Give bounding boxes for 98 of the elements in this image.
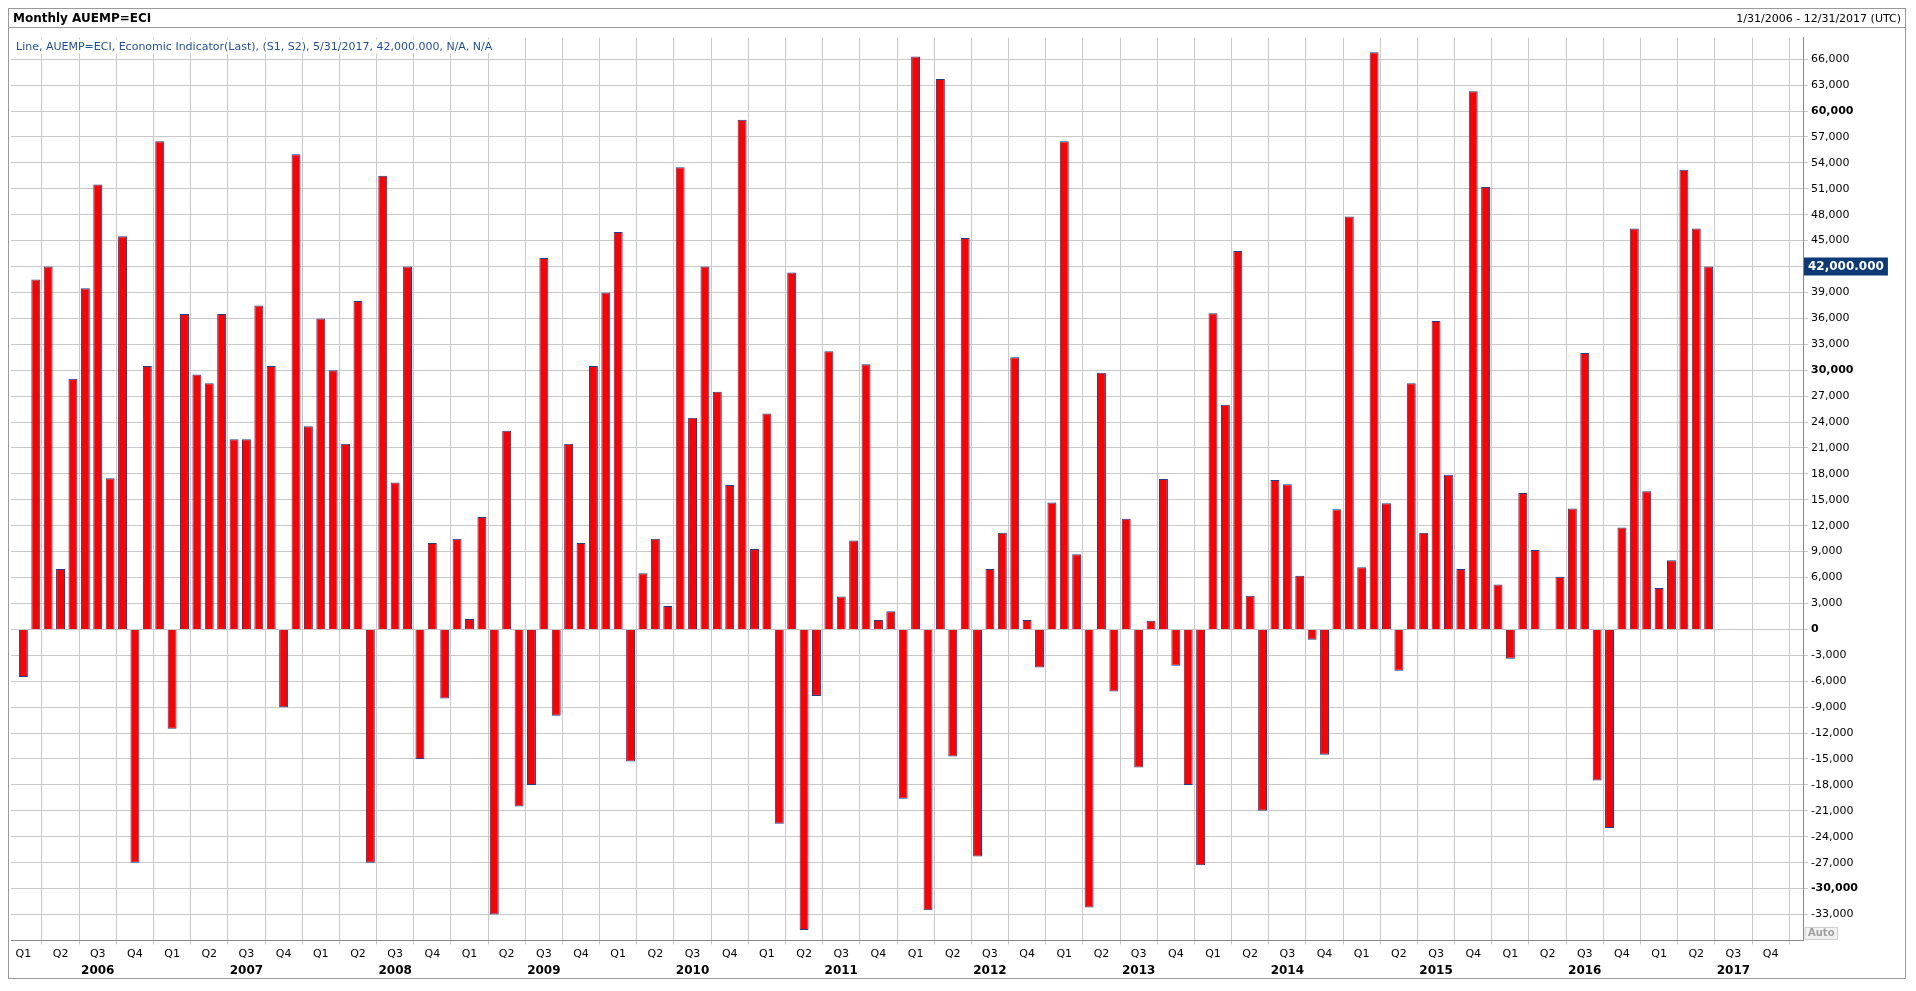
y-tick-label: -33,000 xyxy=(1811,907,1854,921)
x-tick-label: Q2 xyxy=(944,946,961,960)
y-tick-label: 57,000 xyxy=(1811,129,1850,143)
x-tick-label: Q3 xyxy=(387,946,403,960)
x-tick-label: Q1 xyxy=(907,946,924,960)
y-tick-label: -3,000 xyxy=(1811,648,1847,662)
x-tick-label: Q1 xyxy=(312,946,329,960)
y-tick-label: 21,000 xyxy=(1811,440,1850,454)
x-tick-label: Q3 xyxy=(238,946,255,960)
x2-tick-label: 2013 xyxy=(1121,962,1156,977)
x-tick-label: Q1 xyxy=(15,946,32,960)
x2-tick-label: 2011 xyxy=(824,962,858,977)
x-tick-label: Q4 xyxy=(870,946,887,960)
y-tick-label: -21,000 xyxy=(1811,803,1854,817)
x2-tick-label: 2007 xyxy=(229,962,264,977)
x2-tick-label: 2014 xyxy=(1270,962,1305,977)
y-tick-label: 9,000 xyxy=(1811,544,1843,558)
x-tick-label: Q2 xyxy=(1242,946,1259,960)
x2-tick-label: 2006 xyxy=(81,962,115,977)
x-tick-label: Q3 xyxy=(536,946,552,960)
x-tick-label: Q4 xyxy=(275,946,292,960)
x2-tick-label: 2015 xyxy=(1419,962,1453,977)
x-tick-label: Q2 xyxy=(350,946,366,960)
x-tick-label: Q3 xyxy=(1130,946,1147,960)
x-tick-label: Q2 xyxy=(1688,946,1705,960)
x2-tick-label: 2009 xyxy=(527,962,561,977)
y-tick-label: -27,000 xyxy=(1811,855,1854,869)
x-tick-label: Q2 xyxy=(1391,946,1407,960)
y-tick-label: 24,000 xyxy=(1811,414,1850,428)
y-tick-label: -30,000 xyxy=(1811,881,1859,895)
y-tick-label: -18,000 xyxy=(1811,777,1854,791)
y-tick-label: 0 xyxy=(1811,622,1819,636)
x-tick-label: Q3 xyxy=(684,946,701,960)
x-tick-label: Q4 xyxy=(1167,946,1184,960)
x2-tick-label: 2017 xyxy=(1716,962,1751,977)
x-tick-label: Q4 xyxy=(424,946,441,960)
y-tick-label: -12,000 xyxy=(1811,725,1854,739)
y-tick-label: 60,000 xyxy=(1811,103,1854,117)
x-tick-label: Q3 xyxy=(1279,946,1296,960)
y-tick-label: 18,000 xyxy=(1811,466,1850,480)
x-tick-label: Q4 xyxy=(1019,946,1035,960)
x-tick-label: Q4 xyxy=(1614,946,1630,960)
x-tick-label: Q1 xyxy=(1502,946,1519,960)
x2-tick-label: 2008 xyxy=(378,962,412,977)
x-tick-label: Q4 xyxy=(127,946,143,960)
chart-subtitle: Line, AUEMP=ECI, Economic Indicator(Last), (S1, S2), 5/31/2017, 42,000.000, N/A, N/A xyxy=(16,39,493,53)
x-tick-label: Q1 xyxy=(1205,946,1221,960)
y-tick-label: 15,000 xyxy=(1811,492,1850,506)
y-tick-label: 3,000 xyxy=(1811,596,1843,610)
y-tick-label: 39,000 xyxy=(1811,285,1850,299)
x-tick-label: Q3 xyxy=(982,946,998,960)
y-tick-label: 30,000 xyxy=(1811,363,1854,377)
y-tick-label: 27,000 xyxy=(1811,388,1850,402)
x-tick-label: Q1 xyxy=(759,946,775,960)
x-tick-label: Q2 xyxy=(1539,946,1556,960)
y-tick-label: -15,000 xyxy=(1811,751,1854,765)
x-tick-label: Q1 xyxy=(461,946,478,960)
y-tick-label: 63,000 xyxy=(1811,77,1850,91)
y-tick-label: -6,000 xyxy=(1811,674,1847,688)
x-tick-label: Q1 xyxy=(164,946,180,960)
x-tick-label: Q2 xyxy=(1093,946,1110,960)
x-tick-label: Q1 xyxy=(610,946,627,960)
y-tick-label: 66,000 xyxy=(1811,52,1850,66)
y-tick-label: 6,000 xyxy=(1811,570,1843,584)
x-tick-label: Q3 xyxy=(89,946,106,960)
x-tick-label: Q1 xyxy=(1353,946,1370,960)
y-tick-label: 54,000 xyxy=(1811,155,1850,169)
x-tick-label: Q1 xyxy=(1651,946,1667,960)
x2-tick-label: 2012 xyxy=(973,962,1007,977)
x-tick-label: Q3 xyxy=(833,946,850,960)
x-tick-label: Q3 xyxy=(1576,946,1593,960)
x-tick-label: Q3 xyxy=(1428,946,1444,960)
text: 42,000.000 xyxy=(1808,258,1884,273)
y-tick-label: -9,000 xyxy=(1811,700,1847,713)
x-tick-label: Q2 xyxy=(796,946,812,960)
x-tick-label: Q2 xyxy=(52,946,69,960)
y-tick-label: 36,000 xyxy=(1811,311,1850,325)
text: 1/31/2006 - 12/31/2017 (UTC) xyxy=(1736,11,1901,25)
x2-tick-label: 2010 xyxy=(675,962,710,977)
x-tick-label: Q4 xyxy=(1316,946,1333,960)
x2-tick-label: 2016 xyxy=(1568,962,1602,977)
x-tick-label: Q4 xyxy=(1762,946,1779,960)
x-tick-label: Q2 xyxy=(498,946,515,960)
x-tick-label: Q4 xyxy=(573,946,589,960)
chart-title: Monthly AUEMP=ECI xyxy=(13,11,152,25)
x-tick-label: Q2 xyxy=(647,946,664,960)
text: Auto xyxy=(1808,926,1835,938)
x-tick-label: Q4 xyxy=(1465,946,1482,960)
y-tick-label: 33,000 xyxy=(1811,337,1850,351)
x-tick-label: Q2 xyxy=(201,946,218,960)
x-tick-label: Q1 xyxy=(1056,946,1073,960)
y-tick-label: 51,000 xyxy=(1811,181,1850,195)
x-tick-label: Q4 xyxy=(721,946,738,960)
y-tick-label: -24,000 xyxy=(1811,829,1854,843)
y-tick-label: 45,000 xyxy=(1811,233,1850,247)
y-tick-label: 48,000 xyxy=(1811,207,1850,221)
x-tick-label: Q3 xyxy=(1725,946,1742,960)
y-tick-label: 12,000 xyxy=(1811,518,1850,532)
